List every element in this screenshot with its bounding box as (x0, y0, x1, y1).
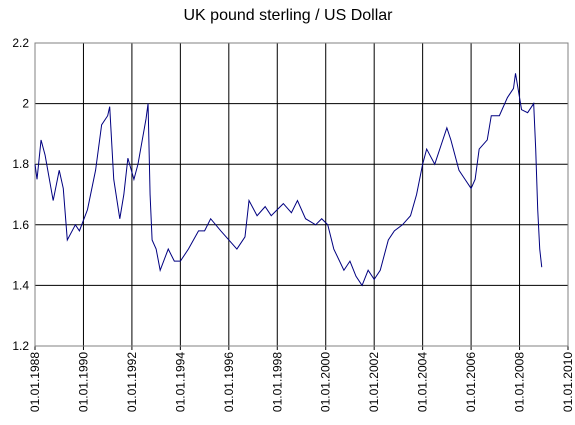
y-tick-label: 1.8 (12, 157, 29, 171)
y-tick-label: 1.6 (12, 218, 29, 232)
y-tick-label: 1.2 (12, 339, 29, 353)
x-tick-label: 01.01.2002 (367, 352, 381, 412)
y-tick-label: 2.2 (12, 36, 29, 50)
x-tick-label: 01.01.2008 (513, 352, 527, 412)
chart-title: UK pound sterling / US Dollar (184, 7, 394, 24)
x-tick-label: 01.01.2004 (416, 352, 430, 412)
x-tick-label: 01.01.1996 (222, 352, 236, 412)
x-tick-label: 01.01.2006 (464, 352, 478, 412)
y-tick-label: 2 (22, 97, 29, 111)
x-tick-label: 01.01.2000 (319, 352, 333, 412)
y-tick-label: 1.4 (12, 278, 29, 292)
x-tick-label: 01.01.2010 (561, 352, 575, 412)
x-tick-label: 01.01.1990 (76, 352, 90, 412)
plot-border (34, 42, 569, 347)
x-tick-label: 01.01.1998 (270, 352, 284, 412)
x-tick-label: 01.01.1988 (28, 352, 42, 412)
line-series (34, 73, 543, 287)
x-tick-label: 01.01.1994 (173, 352, 187, 412)
x-tick-label: 01.01.1992 (125, 352, 139, 412)
